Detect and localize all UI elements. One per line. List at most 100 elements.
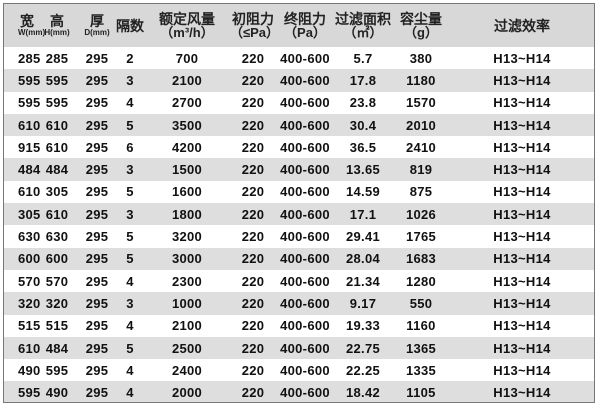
header-rated-airflow: 额定风量 （m³/h）	[144, 4, 230, 47]
cell-partitions: 3	[126, 162, 134, 178]
cell-dust-capacity: 1365	[405, 340, 437, 356]
header-depth: 厚 D(mm)	[78, 4, 116, 47]
cell-partitions: 4	[126, 318, 134, 334]
cell-width: 490	[18, 362, 41, 378]
cell-partitions: 4	[126, 362, 134, 378]
cell-partitions: 4	[126, 385, 134, 401]
cell-filter-area: 13.65	[345, 162, 381, 178]
cell-depth: 295	[85, 273, 109, 289]
cell-dust-capacity: 819	[409, 162, 433, 178]
cell-initial-resistance: 220	[241, 362, 265, 378]
header-label: 宽	[20, 13, 34, 29]
cell-rated-airflow: 3500	[171, 117, 203, 133]
cell-partitions: 4	[126, 95, 134, 111]
cell-depth: 295	[85, 162, 109, 178]
cell-initial-resistance: 220	[241, 162, 265, 178]
header-label: 过滤面积	[335, 10, 391, 27]
table-row: 595 490 295 4 2000 220 400-600 18.42 1105 H13~H14	[4, 381, 594, 402]
cell-filter-area: 14.59	[345, 184, 381, 200]
cell-efficiency: H13~H14	[493, 162, 551, 178]
cell-initial-resistance: 220	[241, 273, 265, 289]
table-row: 610 610 295 5 3500 220 400-600 30.4 2010 H13~H14	[4, 113, 594, 137]
cell-initial-resistance: 220	[241, 72, 265, 88]
cell-dust-capacity: 1180	[406, 72, 436, 88]
cell-filter-area: 29.41	[345, 229, 381, 245]
cell-height: 595	[45, 95, 69, 111]
cell-final-resistance: 400-600	[280, 50, 330, 66]
cell-partitions: 5	[126, 117, 134, 133]
cell-efficiency: H13~H14	[493, 139, 551, 155]
cell-rated-airflow: 3000	[171, 251, 203, 267]
cell-height: 484	[45, 340, 69, 356]
cell-dust-capacity: 875	[409, 184, 433, 200]
cell-height: 595	[45, 72, 69, 88]
header-sub: H(mm)	[44, 28, 70, 37]
cell-rated-airflow: 2300	[171, 273, 203, 289]
table-row: 285 285 295 2 700 220 400-600 5.7 380 H13~H14	[4, 47, 594, 69]
cell-depth: 295	[85, 318, 109, 334]
cell-filter-area: 21.34	[345, 273, 381, 289]
cell-dust-capacity: 380	[409, 50, 433, 66]
cell-dust-capacity: 1105	[406, 385, 436, 401]
cell-depth: 295	[85, 362, 109, 378]
cell-width: 610	[18, 340, 41, 356]
cell-partitions: 4	[126, 273, 134, 289]
cell-efficiency: H13~H14	[493, 184, 551, 200]
cell-initial-resistance: 220	[241, 295, 265, 311]
header-sub: D(mm)	[84, 28, 110, 37]
cell-depth: 295	[85, 117, 109, 133]
header-label: 隔数	[116, 17, 144, 34]
table-row: 610 484 295 5 2500 220 400-600 22.75 1365 H13~H14	[4, 336, 594, 360]
cell-rated-airflow: 1600	[171, 184, 203, 200]
header-height: 高 H(mm)	[36, 4, 78, 47]
cell-depth: 295	[85, 50, 109, 66]
cell-initial-resistance: 220	[241, 95, 265, 111]
cell-dust-capacity: 2410	[405, 139, 437, 155]
cell-dust-capacity: 1765	[405, 229, 437, 245]
cell-height: 595	[45, 362, 69, 378]
cell-height: 610	[45, 117, 69, 133]
cell-efficiency: H13~H14	[493, 273, 551, 289]
cell-rated-airflow: 2400	[171, 362, 203, 378]
cell-initial-resistance: 220	[241, 117, 265, 133]
cell-partitions: 2	[126, 50, 134, 66]
cell-dust-capacity: 550	[409, 295, 433, 311]
header-label: 额定风量	[159, 10, 215, 27]
cell-partitions: 3	[126, 72, 134, 88]
cell-dust-capacity: 1280	[405, 273, 437, 289]
cell-width: 610	[18, 184, 41, 200]
cell-partitions: 5	[126, 229, 134, 245]
spec-table: 宽 W(mm) 高 H(mm) 厚 D(mm) 隔数 额定风量 （m³/h） 初阻力 （≤Pa） 终阻…	[4, 4, 594, 402]
cell-initial-resistance: 220	[241, 251, 265, 267]
cell-partitions: 3	[126, 295, 134, 311]
header-partitions: 隔数	[116, 4, 144, 47]
cell-filter-area: 36.5	[349, 139, 377, 155]
cell-initial-resistance: 220	[241, 340, 265, 356]
cell-final-resistance: 400-600	[280, 385, 330, 401]
cell-initial-resistance: 220	[241, 184, 265, 200]
cell-dust-capacity: 2010	[405, 117, 437, 133]
table-row: 600 600 295 5 3000 220 400-600 28.04 1683 H13~H14	[4, 247, 594, 270]
cell-depth: 295	[85, 72, 109, 88]
cell-width: 515	[18, 318, 41, 334]
table-row: 490 595 295 4 2400 220 400-600 22.25 1335 H13~H14	[4, 359, 594, 381]
cell-height: 484	[45, 162, 69, 178]
cell-filter-area: 17.1	[349, 206, 377, 222]
cell-height: 305	[45, 184, 69, 200]
table-row: 320 320 295 3 1000 220 400-600 9.17 550 H13~H14	[4, 292, 594, 315]
cell-efficiency: H13~H14	[493, 251, 551, 267]
cell-final-resistance: 400-600	[280, 162, 330, 178]
cell-final-resistance: 400-600	[280, 318, 330, 334]
cell-depth: 295	[85, 184, 109, 200]
cell-filter-area: 23.8	[349, 95, 377, 111]
cell-height: 610	[45, 206, 69, 222]
header-unit: （g）	[404, 24, 438, 40]
cell-filter-area: 9.17	[349, 295, 377, 311]
table-row: 484 484 295 3 1500 220 400-600 13.65 819 H13~H14	[4, 158, 594, 181]
cell-partitions: 6	[126, 139, 134, 155]
cell-height: 515	[45, 318, 69, 334]
table-row: 515 515 295 4 2100 220 400-600 19.33 1160 H13~H14	[4, 315, 594, 337]
cell-efficiency: H13~H14	[493, 206, 551, 222]
table-row: 595 595 295 3 2100 220 400-600 17.8 1180 H13~H14	[4, 69, 594, 92]
cell-filter-area: 18.42	[345, 385, 381, 401]
